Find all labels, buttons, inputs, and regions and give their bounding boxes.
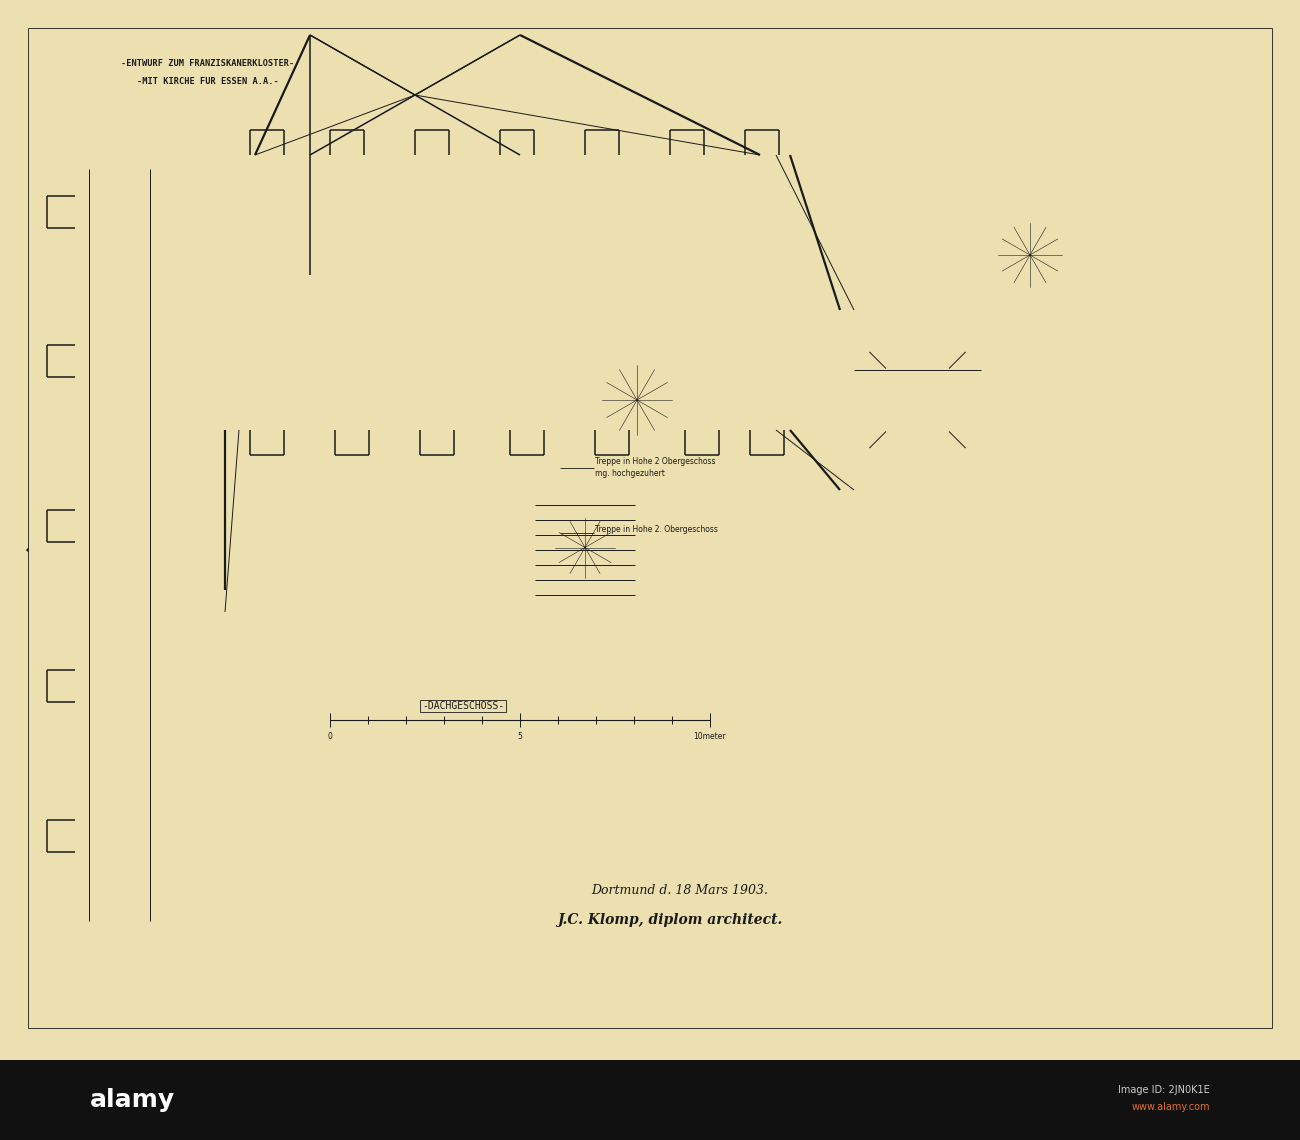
Bar bbox=[88, 169, 211, 921]
Text: J.C. Klomp, diplom architect.: J.C. Klomp, diplom architect. bbox=[558, 913, 783, 927]
Bar bbox=[450, 185, 468, 200]
Bar bbox=[749, 604, 785, 671]
Bar bbox=[745, 385, 763, 399]
Text: Treppe in Hohe 2. Obergeschoss: Treppe in Hohe 2. Obergeschoss bbox=[595, 526, 718, 535]
Bar bbox=[75, 935, 225, 951]
Bar bbox=[94, 595, 111, 609]
Bar bbox=[160, 345, 178, 359]
Text: 10meter: 10meter bbox=[694, 732, 727, 741]
Bar bbox=[94, 415, 111, 429]
Text: -MIT KIRCHE FUR ESSEN A.A.-: -MIT KIRCHE FUR ESSEN A.A.- bbox=[136, 78, 278, 87]
Bar bbox=[160, 260, 178, 274]
Bar bbox=[460, 385, 478, 399]
Text: Image ID: 2JN0K1E: Image ID: 2JN0K1E bbox=[1118, 1085, 1210, 1096]
Bar bbox=[689, 324, 826, 477]
Bar bbox=[854, 169, 982, 531]
Bar bbox=[720, 185, 738, 200]
Bar bbox=[1050, 591, 1100, 685]
Bar bbox=[826, 575, 1010, 710]
Bar bbox=[1050, 604, 1086, 671]
Bar bbox=[94, 510, 111, 524]
Bar bbox=[160, 850, 178, 864]
Bar bbox=[840, 155, 994, 545]
Text: -DACHGESCHOSS-: -DACHGESCHOSS- bbox=[422, 701, 504, 711]
Bar bbox=[800, 559, 1036, 716]
Text: Treppe in Hohe 2 Obergeschoss: Treppe in Hohe 2 Obergeschoss bbox=[595, 457, 715, 466]
Bar bbox=[160, 600, 178, 614]
Bar bbox=[160, 185, 178, 200]
Text: www.alamy.com: www.alamy.com bbox=[1131, 1102, 1210, 1112]
Bar bbox=[29, 28, 1271, 1028]
Text: alamy: alamy bbox=[90, 1088, 176, 1112]
Bar bbox=[360, 385, 378, 399]
Text: 5: 5 bbox=[517, 732, 523, 741]
Bar bbox=[94, 679, 111, 694]
Bar bbox=[1009, 324, 1156, 477]
Bar bbox=[239, 169, 776, 416]
Bar bbox=[270, 385, 289, 399]
Bar bbox=[94, 840, 111, 854]
Bar bbox=[160, 768, 178, 782]
Bar bbox=[225, 155, 790, 430]
Text: mg. hochgezuhert: mg. hochgezuhert bbox=[595, 470, 664, 479]
Bar bbox=[94, 340, 111, 355]
Bar bbox=[620, 185, 638, 200]
Text: 0: 0 bbox=[328, 732, 333, 741]
Bar bbox=[94, 255, 111, 269]
Bar bbox=[734, 591, 785, 685]
Bar bbox=[94, 185, 111, 200]
Bar bbox=[309, 35, 520, 155]
Bar bbox=[270, 185, 289, 200]
Bar bbox=[742, 165, 760, 179]
Bar bbox=[530, 490, 640, 605]
Bar bbox=[994, 310, 1170, 490]
Bar bbox=[0, 1060, 1300, 1140]
Text: -ENTWURF ZUM FRANZISKANERKLOSTER-: -ENTWURF ZUM FRANZISKANERKLOSTER- bbox=[121, 59, 294, 68]
Bar bbox=[94, 755, 111, 770]
Bar bbox=[160, 425, 178, 439]
Bar bbox=[530, 185, 549, 200]
Bar bbox=[309, 35, 520, 155]
Bar bbox=[660, 385, 679, 399]
Bar bbox=[160, 520, 178, 534]
Bar bbox=[160, 690, 178, 705]
Bar bbox=[785, 545, 1050, 730]
Bar bbox=[675, 310, 840, 490]
Bar bbox=[75, 155, 225, 935]
Bar bbox=[560, 385, 578, 399]
Bar bbox=[55, 48, 360, 96]
Text: Dortmund d. 18 Mars 1903.: Dortmund d. 18 Mars 1903. bbox=[592, 884, 768, 896]
